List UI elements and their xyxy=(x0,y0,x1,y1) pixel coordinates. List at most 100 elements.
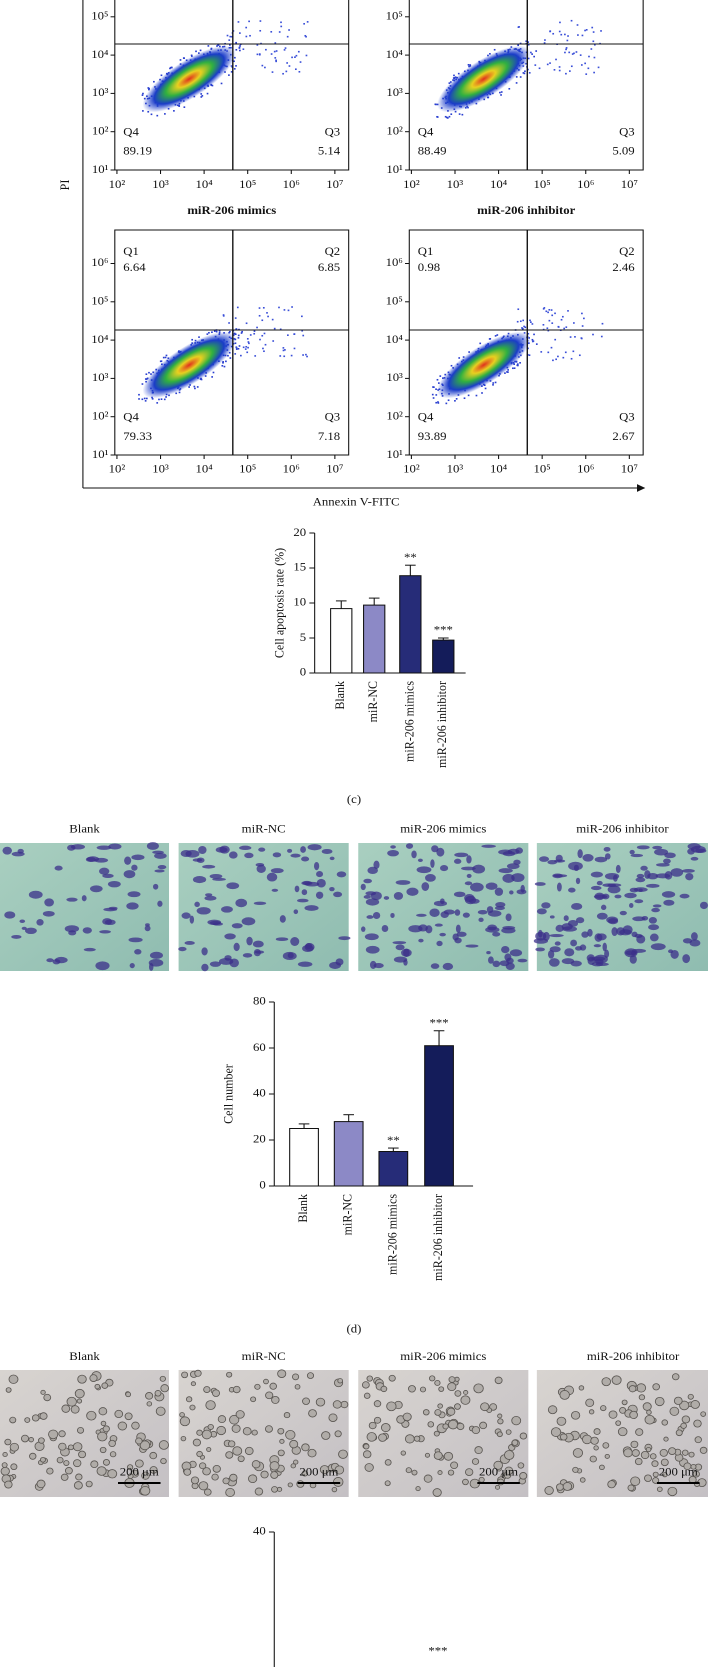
cell-dot xyxy=(461,113,464,116)
cell-dot xyxy=(162,356,165,359)
cell-dot xyxy=(447,399,450,402)
cell-dot xyxy=(145,397,148,400)
stain xyxy=(185,850,200,858)
stain xyxy=(204,895,217,901)
cell-dot xyxy=(592,333,594,336)
significance: ** xyxy=(404,550,417,564)
cell-dot xyxy=(173,110,175,112)
stain xyxy=(436,940,443,947)
stain xyxy=(307,844,322,851)
cell xyxy=(623,1448,633,1458)
cell-dot xyxy=(437,382,440,384)
stain xyxy=(564,948,575,957)
cell xyxy=(2,1451,8,1458)
stain xyxy=(246,936,253,946)
stain xyxy=(258,847,266,852)
x-tick-label: 10⁶ xyxy=(577,177,594,191)
cell xyxy=(271,1396,280,1404)
stain xyxy=(44,898,54,907)
y-tick-label: 10¹ xyxy=(92,447,109,461)
stain xyxy=(452,933,459,941)
cell xyxy=(505,1429,512,1435)
stain xyxy=(511,873,525,882)
stain xyxy=(670,868,684,877)
cell-dot xyxy=(592,40,595,43)
cell-dot xyxy=(558,66,561,68)
cell xyxy=(196,1429,203,1436)
cell xyxy=(24,1417,31,1423)
cell xyxy=(265,1391,274,1400)
cell-dot xyxy=(182,57,185,59)
cell xyxy=(269,1382,277,1390)
cell xyxy=(40,1389,46,1395)
cell-dot xyxy=(274,57,277,59)
cell-dot xyxy=(555,358,557,361)
cell-dot xyxy=(454,110,457,113)
stain xyxy=(403,948,410,958)
cell-dot xyxy=(169,66,172,69)
stain xyxy=(304,905,319,911)
cell xyxy=(699,1446,708,1454)
cell-dot xyxy=(211,331,213,334)
cell xyxy=(198,1481,209,1491)
stain xyxy=(478,917,484,922)
cell xyxy=(289,1439,299,1449)
cell-dot xyxy=(271,318,274,321)
cell xyxy=(31,1414,40,1422)
cell-dot xyxy=(191,338,194,341)
cell xyxy=(427,1421,435,1428)
cell-dot xyxy=(212,371,215,374)
y-tick-label: 0 xyxy=(259,1178,265,1192)
stain xyxy=(154,869,165,873)
cell xyxy=(432,1488,442,1497)
cell-dot xyxy=(305,353,307,356)
cell-dot xyxy=(270,31,273,33)
cell-dot xyxy=(564,33,566,36)
cell xyxy=(222,1477,230,1485)
cell-dot xyxy=(138,393,140,396)
scale-bar-label: 200 μm xyxy=(120,1465,159,1479)
stain xyxy=(456,931,467,937)
stain xyxy=(145,923,150,927)
cell xyxy=(232,1446,243,1456)
cell-dot xyxy=(259,29,262,32)
cell-dot xyxy=(278,31,281,33)
cell-dot xyxy=(141,398,144,401)
y-tick-label: 10² xyxy=(386,124,403,138)
cell-dot xyxy=(248,20,250,23)
cell-dot xyxy=(168,394,170,397)
cell xyxy=(465,1468,474,1477)
cell xyxy=(629,1410,638,1419)
cell-dot xyxy=(581,312,583,315)
significance: *** xyxy=(429,1016,448,1030)
stain xyxy=(270,868,284,874)
stain xyxy=(462,912,470,918)
cell-dot xyxy=(229,357,232,359)
cell xyxy=(544,1486,554,1495)
cell xyxy=(308,1409,317,1418)
cell-dot xyxy=(235,348,238,350)
stain xyxy=(663,899,675,906)
cell xyxy=(205,1400,216,1411)
cell-dot xyxy=(198,336,200,338)
cell-dot xyxy=(194,387,196,390)
stain xyxy=(421,882,430,891)
cell-dot xyxy=(568,51,571,54)
cell xyxy=(504,1450,515,1460)
stain xyxy=(431,845,439,853)
y-tick-label: 20 xyxy=(293,525,306,539)
cell xyxy=(248,1474,258,1484)
cell-dot xyxy=(552,32,555,35)
quadrant-name: Q1 xyxy=(418,244,434,258)
stain xyxy=(646,883,660,888)
stain xyxy=(636,845,650,850)
y-tick-label: 10⁴ xyxy=(91,332,108,346)
cell-dot xyxy=(195,50,197,53)
cell-dot xyxy=(147,110,150,113)
cell xyxy=(690,1463,697,1470)
y-tick-label: 10⁵ xyxy=(91,294,108,308)
stain xyxy=(271,888,279,892)
stain xyxy=(454,909,461,916)
stain xyxy=(131,854,145,861)
y-tick-label: 10¹ xyxy=(386,162,403,176)
